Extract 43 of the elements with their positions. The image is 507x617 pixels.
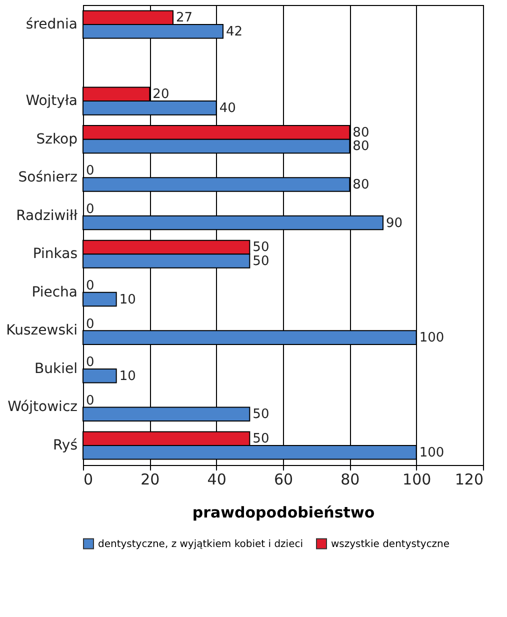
y-tick-label: Piecha xyxy=(32,284,78,300)
data-label: 0 xyxy=(86,278,94,294)
data-label: 0 xyxy=(86,393,94,408)
data-label: 0 xyxy=(86,202,94,217)
data-label: 100 xyxy=(419,445,444,460)
data-label: 50 xyxy=(252,407,270,422)
y-tick-label: średnia xyxy=(26,16,78,33)
x-axis-title: prawdopodobieństwo xyxy=(192,504,375,522)
data-label: 80 xyxy=(352,139,370,154)
data-label: 42 xyxy=(226,24,243,40)
data-label: 80 xyxy=(352,125,370,140)
y-tick-label: Wójtowicz xyxy=(8,399,78,416)
data-label: 20 xyxy=(152,87,170,102)
legend-label: wszystkie dentystyczne xyxy=(331,538,450,550)
data-label: 80 xyxy=(352,177,370,192)
data-label: 27 xyxy=(176,10,193,26)
data-label: 0 xyxy=(86,316,94,332)
data-label: 10 xyxy=(119,292,136,308)
y-tick-label: Sośnierz xyxy=(18,170,78,186)
y-tick-label: Ryś xyxy=(52,437,78,454)
y-tick-label: Wojtyła xyxy=(26,93,78,110)
y-tick-label: Bukiel xyxy=(34,360,78,377)
x-tick-label: 0 xyxy=(84,470,94,488)
x-tick-label: 120 xyxy=(454,470,484,488)
x-tick-label: 60 xyxy=(274,470,294,488)
data-label: 50 xyxy=(252,254,270,270)
x-tick-label: 80 xyxy=(340,470,360,488)
data-label: 90 xyxy=(386,216,403,231)
data-label: 0 xyxy=(86,355,94,370)
data-label: 0 xyxy=(86,164,94,179)
x-tick-label: 40 xyxy=(207,470,226,488)
y-tick-label: Szkop xyxy=(36,131,78,148)
y-tick-label: Radziwiłł xyxy=(16,208,78,224)
y-tick-label: Pinkas xyxy=(32,246,78,262)
data-label: 10 xyxy=(119,368,136,384)
x-tick-label: 20 xyxy=(140,470,160,488)
x-tick-label: 100 xyxy=(402,470,432,488)
y-tick-label: Kuszewski xyxy=(6,322,78,339)
data-label: 100 xyxy=(419,330,444,346)
legend-label: dentystyczne, z wyjątkiem kobiet i dzieci xyxy=(98,538,304,550)
data-label: 50 xyxy=(252,240,270,256)
data-label: 40 xyxy=(219,100,236,116)
data-label: 50 xyxy=(252,432,270,447)
